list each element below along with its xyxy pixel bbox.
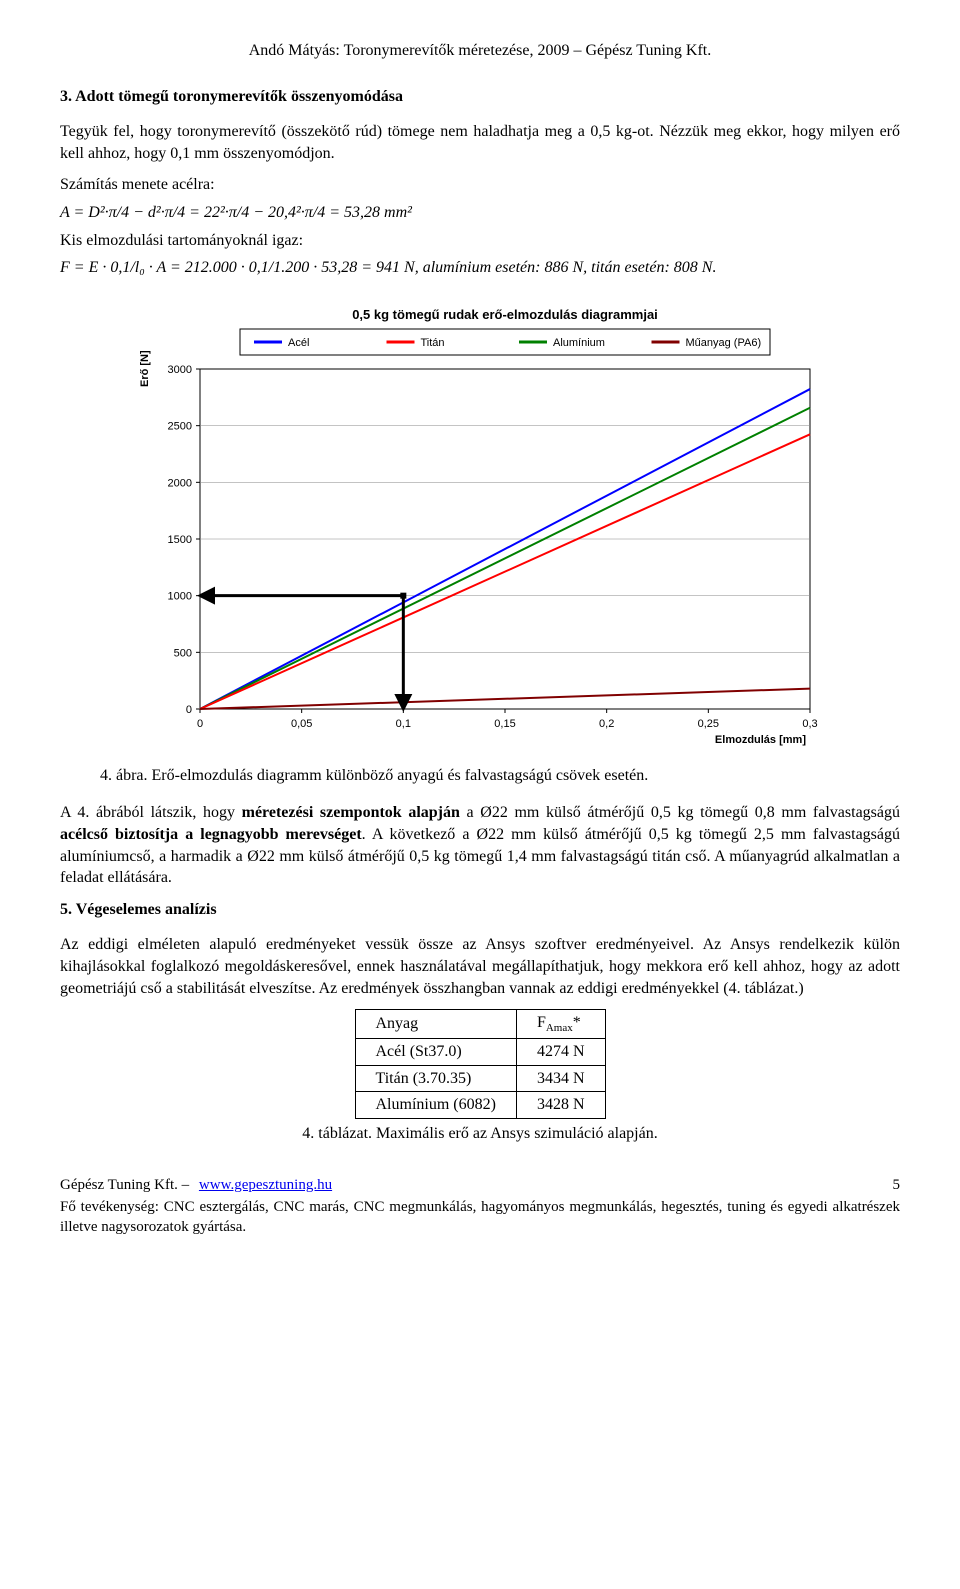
svg-text:3000: 3000	[168, 364, 192, 376]
svg-text:0,15: 0,15	[494, 718, 515, 730]
table-4-caption: 4. táblázat. Maximális erő az Ansys szim…	[60, 1123, 900, 1145]
svg-text:0,05: 0,05	[291, 718, 312, 730]
svg-text:2000: 2000	[168, 477, 192, 489]
footer-link[interactable]: www.gepesztuning.hu	[199, 1177, 332, 1193]
formula-force: F = E · 0,1/l₀ · A = 212.000 · 0,1/1.200…	[60, 257, 900, 279]
svg-text:1000: 1000	[168, 590, 192, 602]
formula-area: A = D²·π/4 − d²·π/4 = 22²·π/4 − 20,4²·π/…	[60, 202, 900, 224]
page-header: Andó Mátyás: Toronymerevítők méretezése,…	[60, 40, 900, 62]
force-displacement-chart: 0,5 kg tömegű rudak erő-elmozdulás diagr…	[130, 299, 830, 759]
svg-text:2500: 2500	[168, 420, 192, 432]
svg-text:0,25: 0,25	[698, 718, 719, 730]
footer-activities: Fő tevékenység: CNC esztergálás, CNC mar…	[60, 1197, 900, 1238]
svg-text:Titán: Titán	[421, 337, 445, 349]
paragraph-a4: A 4. ábrából látszik, hogy méretezési sz…	[60, 802, 900, 888]
svg-text:0: 0	[186, 704, 192, 716]
svg-text:Elmozdulás [mm]: Elmozdulás [mm]	[715, 734, 806, 746]
svg-text:Erő [N]: Erő [N]	[139, 350, 151, 387]
svg-text:1500: 1500	[168, 534, 192, 546]
calc-intro-line: Számítás menete acélra:	[60, 174, 900, 196]
section-5-paragraph-1: Az eddigi elméleten alapuló eredményeket…	[60, 934, 900, 999]
section-5-title: 5. Végeselemes analízis	[60, 899, 900, 921]
small-range-line: Kis elmozdulási tartományoknál igaz:	[60, 230, 900, 252]
section-3-paragraph-1: Tegyük fel, hogy toronymerevítő (összekö…	[60, 121, 900, 164]
figure-4-caption: 4. ábra. Erő-elmozdulás diagramm különbö…	[60, 765, 900, 787]
svg-text:Alumínium: Alumínium	[553, 337, 605, 349]
footer-page-number: 5	[893, 1175, 901, 1195]
section-3-title: 3. Adott tömegű toronymerevítők összenyo…	[60, 86, 900, 108]
svg-text:0,2: 0,2	[599, 718, 614, 730]
svg-text:0,3: 0,3	[802, 718, 817, 730]
chart-container: 0,5 kg tömegű rudak erő-elmozdulás diagr…	[130, 299, 830, 759]
svg-text:Acél: Acél	[288, 337, 309, 349]
page-footer: Gépész Tuning Kft. – www.gepesztuning.hu…	[60, 1175, 900, 1238]
svg-text:Műanyag (PA6): Műanyag (PA6)	[686, 337, 762, 349]
table-4: AnyagFAmax*Acél (St37.0)4274 NTitán (3.7…	[355, 1009, 606, 1119]
footer-company: Gépész Tuning Kft. –	[60, 1177, 189, 1193]
svg-text:0,1: 0,1	[396, 718, 411, 730]
svg-text:0: 0	[197, 718, 203, 730]
svg-text:0,5 kg tömegű rudak erő-elmozd: 0,5 kg tömegű rudak erő-elmozdulás diagr…	[352, 307, 658, 322]
svg-text:500: 500	[174, 647, 192, 659]
